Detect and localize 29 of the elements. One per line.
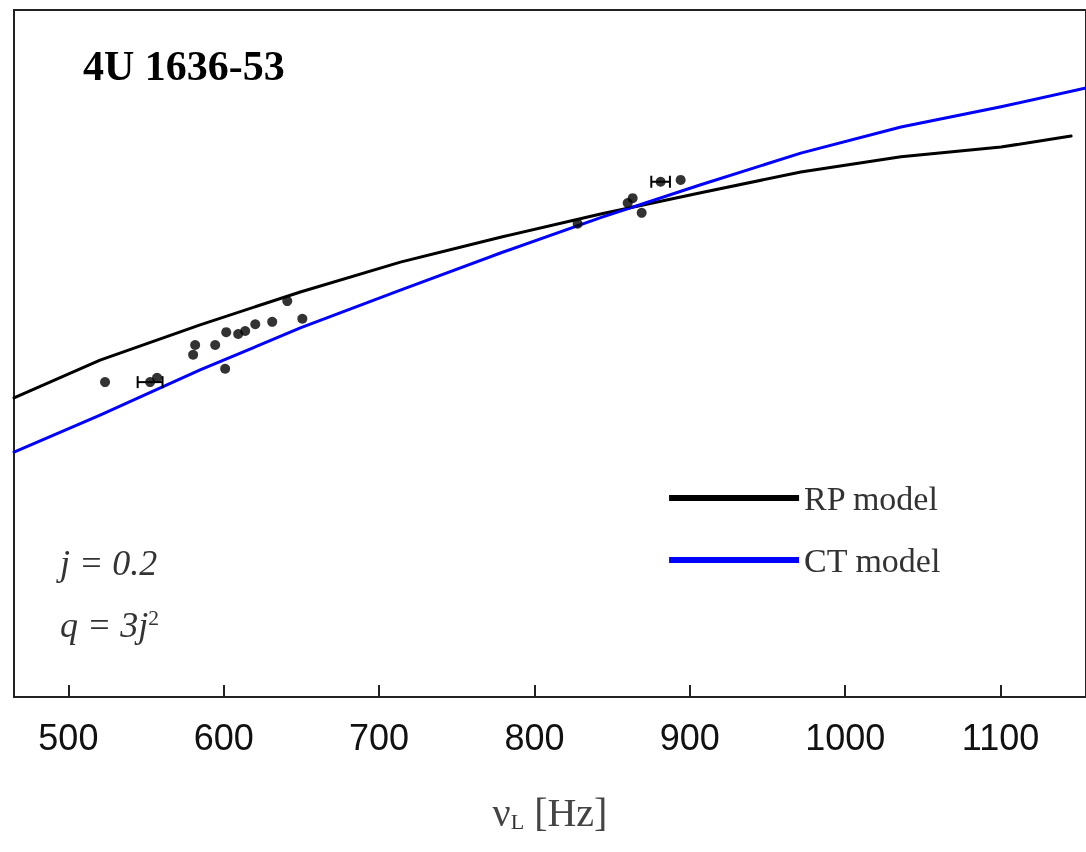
x-tick-label: 800 xyxy=(504,716,565,758)
chart-title: 4U 1636-53 xyxy=(83,43,285,89)
point xyxy=(297,313,308,324)
point xyxy=(636,207,647,218)
point xyxy=(210,339,221,350)
point xyxy=(145,377,156,388)
point xyxy=(220,363,231,374)
legend-label: RP model xyxy=(804,479,938,517)
point xyxy=(152,372,163,383)
x-tick-label: 500 xyxy=(38,716,99,758)
x-tick-label: 600 xyxy=(193,716,254,758)
legend-label: CT model xyxy=(804,541,941,579)
point xyxy=(188,349,199,360)
point xyxy=(221,327,232,338)
x-axis-title: νL [Hz] xyxy=(492,789,608,835)
annotation: j = 0.2 xyxy=(56,543,158,583)
point xyxy=(655,176,666,187)
point xyxy=(675,174,686,185)
point xyxy=(250,319,261,330)
point xyxy=(282,296,293,307)
x-tick-label: 1100 xyxy=(961,716,1040,758)
point xyxy=(627,193,638,204)
point xyxy=(100,377,111,388)
x-tick-label: 700 xyxy=(349,716,410,758)
x-tick-label: 900 xyxy=(659,716,720,758)
point xyxy=(240,325,251,336)
point xyxy=(267,316,278,327)
x-tick-label: 1000 xyxy=(805,716,886,758)
point xyxy=(190,339,201,350)
